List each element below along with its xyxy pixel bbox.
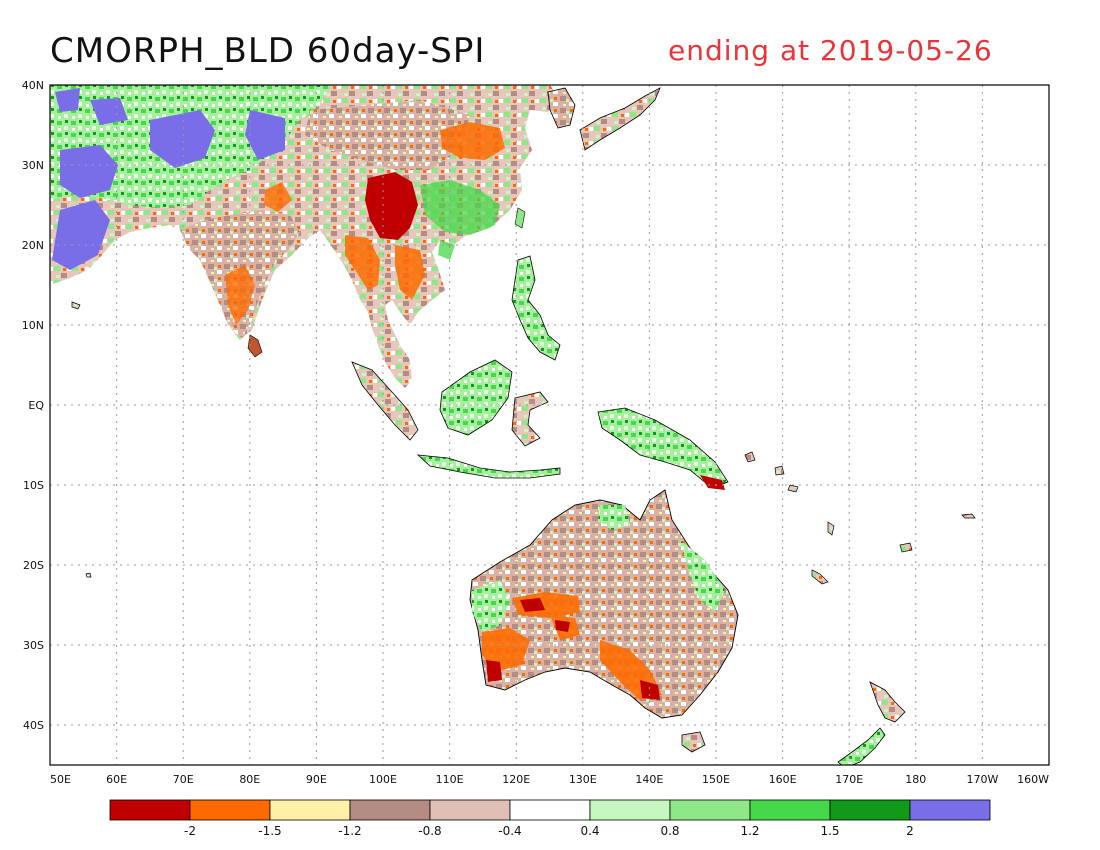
lat-tick-label: EQ	[28, 399, 44, 412]
lon-tick-label: 110E	[436, 773, 464, 786]
java	[416, 454, 561, 479]
lat-tick-label: 10S	[23, 479, 44, 492]
map-canvas	[50, 85, 1049, 765]
lon-tick-label: 140E	[635, 773, 663, 786]
lon-tick-label: 170W	[966, 773, 998, 786]
sumatra	[351, 361, 419, 441]
lon-tick-label: 180	[905, 773, 926, 786]
australia-severe-dry	[486, 598, 660, 700]
japan	[579, 87, 661, 151]
lon-tick-label: 150E	[702, 773, 730, 786]
colorbar-swatch	[109, 799, 191, 821]
new-zealand-south	[837, 727, 886, 765]
colorbar-label: -1.5	[258, 824, 281, 838]
graticule	[50, 85, 1049, 765]
lon-tick-label: 90E	[306, 773, 327, 786]
philippines	[511, 255, 561, 361]
colorbar-swatch	[829, 799, 911, 821]
australia	[469, 489, 739, 719]
colorbar-swatch	[429, 799, 511, 821]
west-asia-wet	[52, 88, 285, 270]
lon-tick-label: 170E	[835, 773, 863, 786]
east-china-dry	[440, 122, 505, 160]
map-frame	[49, 84, 1050, 766]
colorbar-label: -0.8	[418, 824, 441, 838]
lat-tick-label: 30N	[22, 159, 44, 172]
lon-tick-label: 130E	[569, 773, 597, 786]
lon-tick-label: 100E	[369, 773, 397, 786]
lat-tick-label: 40N	[22, 79, 44, 92]
colorbar-swatch	[349, 799, 431, 821]
tibet-mixed	[305, 100, 470, 170]
colorbar-label: -2	[184, 824, 196, 838]
pacific-islands	[71, 301, 976, 585]
australia-dry-core	[482, 592, 662, 700]
map-title: CMORPH_BLD 60day-SPI	[50, 31, 485, 71]
colorbar-swatch	[269, 799, 351, 821]
lon-tick-label: 120E	[502, 773, 530, 786]
colorbar-label: 0.4	[580, 824, 599, 838]
colorbar-label: 0.8	[660, 824, 679, 838]
lat-tick-label: 20N	[22, 239, 44, 252]
lat-tick-label: 40S	[23, 719, 44, 732]
lat-tick-label: 20S	[23, 559, 44, 572]
southeast-china-wet	[420, 180, 500, 260]
lon-tick-labels: 50E 60E 70E 80E 90E 100E 110E 120E 130E 140E 150E 1…	[50, 773, 1049, 786]
colorbar-label: 1.2	[740, 824, 759, 838]
lon-tick-label: 70E	[173, 773, 194, 786]
australia-green-west	[472, 505, 725, 632]
new-guinea-dry	[700, 475, 725, 490]
colorbar-swatch	[589, 799, 671, 821]
colorbar-swatch	[669, 799, 751, 821]
colorbar-label: -1.2	[338, 824, 361, 838]
lon-tick-label: 80E	[239, 773, 260, 786]
new-zealand-north	[869, 681, 906, 723]
colorbar-swatch	[749, 799, 831, 821]
map-subtitle: ending at 2019-05-26	[668, 34, 993, 67]
colorbar-swatch	[909, 799, 991, 821]
lon-tick-label: 160W	[1017, 773, 1049, 786]
colorbar-label: 2	[906, 824, 914, 838]
lon-tick-label: 160E	[769, 773, 797, 786]
india-dry-core	[225, 182, 292, 325]
lat-tick-label: 30S	[23, 639, 44, 652]
sri-lanka	[247, 334, 263, 358]
korea	[547, 87, 576, 129]
colorbar-swatch	[509, 799, 591, 821]
indochina-dry-core	[365, 172, 418, 240]
colorbar-label: 1.5	[820, 824, 839, 838]
lon-tick-label: 60E	[106, 773, 127, 786]
lat-tick-labels: 40N 30N 20N 10N EQ 10S 20S 30S 40S	[22, 79, 45, 732]
colorbar-swatch	[189, 799, 271, 821]
colorbar-label: -0.4	[498, 824, 521, 838]
colorbar: -2 -1.5 -1.2 -0.8 -0.4 0.4 0.8 1.2 1.5 2	[109, 799, 991, 838]
lon-tick-label: 50E	[50, 773, 71, 786]
tasmania	[681, 731, 706, 753]
lat-tick-label: 10N	[22, 319, 44, 332]
indochina-dry-ring	[345, 235, 425, 300]
borneo	[439, 359, 513, 436]
